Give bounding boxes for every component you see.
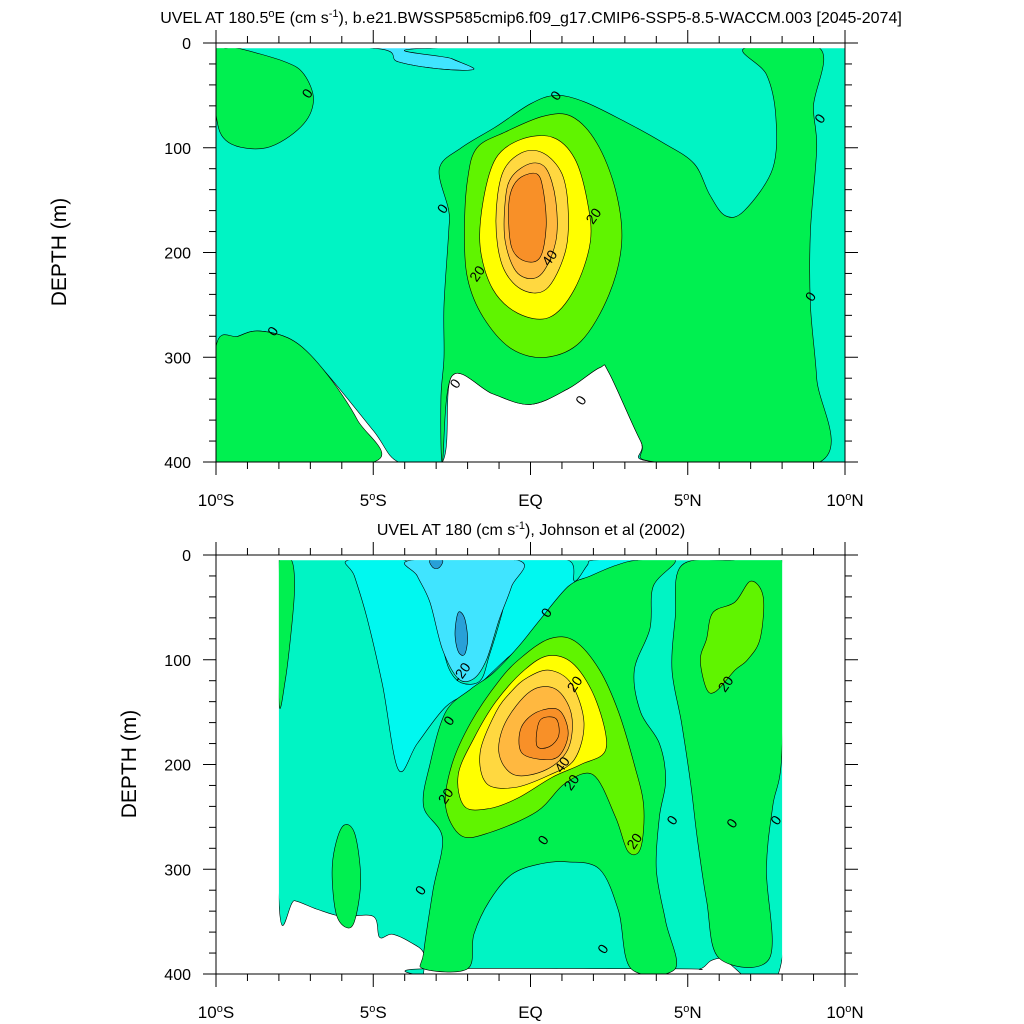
contour-region--10 [344,560,638,773]
x-tick-label: EQ [518,491,543,510]
panel-observations: UVEL AT 180 (cm s-1), Johnson et al (200… [118,520,864,1022]
contour-region-10 [278,560,295,709]
x-tick-label: 5oN [674,1003,702,1022]
x-tick-label: 5oS [360,491,387,510]
y-tick-label: 100 [164,653,191,670]
y-axis-label: DEPTH (m) [48,198,71,307]
y-tick-label: 400 [164,967,191,984]
x-tick-label: 10oS [198,491,234,510]
x-tick-label: 10oN [826,491,863,510]
contour-region-10 [671,560,783,968]
x-tick-label: 10oN [826,1003,863,1022]
contour-label: 0 [572,392,590,408]
panel-title: UVEL AT 180 (cm s-1), Johnson et al (200… [377,520,685,539]
contour-region-70 [535,716,560,749]
y-axis-label: DEPTH (m) [118,710,141,819]
y-tick-label: 0 [182,36,191,53]
x-tick-label: 10oS [198,1003,234,1022]
y-tick-label: 100 [164,141,191,158]
x-tick-label: EQ [518,1003,543,1022]
axes: 0 100 200 300 400 10oS 5oS EQ 5oN 10oN [164,30,864,510]
contour-region--30 [454,611,468,656]
contour-label: 0 [446,375,464,391]
contour-fill [216,48,845,463]
contour-region-10 [216,48,314,150]
x-tick-label: 5oS [360,1003,387,1022]
y-tick-label: 400 [164,455,191,472]
panel-model: UVEL AT 180.5oE (cm s-1), b.e21.BWSSP585… [48,8,902,510]
contour-region-20 [700,580,765,694]
y-tick-label: 300 [164,350,191,367]
contour-fill [278,560,783,974]
y-tick-label: 200 [164,758,191,775]
y-tick-label: 300 [164,862,191,879]
y-tick-label: 0 [182,548,191,565]
x-tick-label: 5oN [674,491,702,510]
contour-region--30 [429,560,444,569]
contour-region-10 [216,330,382,463]
contour-region-10 [331,824,361,929]
y-tick-label: 200 [164,246,191,263]
panel-title: UVEL AT 180.5oE (cm s-1), b.e21.BWSSP585… [160,8,902,27]
axes: 0 100 200 300 400 10oS 5oS EQ 5oN 10oN [164,542,864,1022]
contour-region-60 [508,172,547,263]
